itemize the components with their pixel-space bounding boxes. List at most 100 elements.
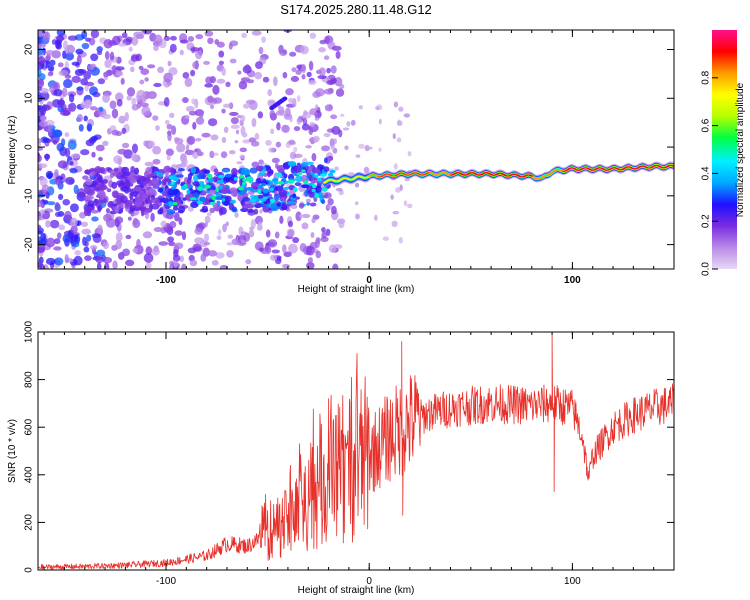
spectrogram-xtick-label: 0 [366, 275, 372, 286]
spectrogram-noise-blob [203, 233, 210, 242]
spectrogram-noise-blob [331, 45, 342, 51]
colorbar-tick-label: 0.6 [701, 118, 712, 132]
spectrogram-noise-blob [310, 232, 315, 238]
spectrogram-noise-blob [392, 133, 396, 140]
spectrogram-band-blob [243, 192, 249, 198]
spectrogram-band-blob [97, 190, 106, 198]
spectrogram-noise-blob [209, 150, 215, 159]
spectrogram-noise-blob [181, 97, 190, 103]
spectrogram-noise-blob [392, 210, 400, 215]
spectrogram-noise-blob [39, 209, 45, 215]
spectrogram-noise-blob [275, 141, 282, 148]
spectrogram-noise-blob [112, 64, 117, 75]
spectrogram-noise-blob [287, 220, 294, 228]
spectrogram-noise-blob [143, 140, 149, 147]
spectrogram-band-blob [314, 185, 322, 193]
spectrogram-noise-blob [163, 72, 173, 83]
spectrogram-noise-blob [350, 119, 356, 126]
spectrogram-noise-blob [49, 59, 56, 66]
spectrogram-noise-blob [85, 37, 91, 42]
spectrogram-noise-blob [152, 145, 162, 155]
spectrogram-noise-blob [226, 242, 234, 246]
spectrogram-noise-blob [290, 75, 300, 82]
spectrogram-noise-blob [265, 139, 272, 147]
spectrogram-noise-blob [301, 222, 309, 230]
spectrogram-noise-blob [139, 79, 145, 85]
spectrogram-ridge-cell [549, 172, 553, 174]
spectrogram-noise-blob [296, 95, 301, 103]
spectrogram-band-blob [143, 192, 149, 199]
spectrogram-noise-blob [104, 59, 112, 68]
spectrogram-band-blob [276, 202, 281, 207]
spectrogram-noise-blob [269, 109, 275, 119]
spectrogram-noise-blob [85, 99, 93, 108]
spectrogram-noise-blob [51, 129, 62, 138]
spectrogram-band-blob [117, 171, 122, 177]
spectrogram-noise-blob [288, 139, 296, 145]
spectrogram-noise-blob [153, 227, 163, 233]
spectrogram-noise-blob [49, 219, 60, 229]
spectrogram-noise-blob [282, 71, 288, 79]
spectrogram-noise-blob [38, 224, 42, 230]
spectrogram-band-blob [240, 199, 245, 206]
spectrogram-noise-blob [208, 250, 218, 257]
spectrogram-noise-blob [115, 66, 125, 71]
spectrogram-noise-blob [308, 79, 317, 85]
spectrogram-noise-blob [70, 153, 81, 159]
spectrogram-noise-blob [254, 71, 263, 80]
spectrogram-core-blob [273, 180, 279, 185]
spectrogram-noise-blob [288, 243, 298, 254]
spectrogram-noise-blob [249, 226, 254, 231]
spectrogram-noise-blob [64, 147, 71, 158]
spectrogram-noise-blob [221, 67, 227, 76]
spectrogram-noise-blob [109, 100, 117, 110]
spectrogram-noise-blob [318, 67, 326, 76]
spectrogram-core-blob [270, 187, 274, 192]
spectrogram-band-blob [128, 177, 137, 184]
spectrogram-band-blob [229, 199, 237, 204]
spectrogram-noise-blob [308, 60, 314, 71]
spectrogram-noise-blob [174, 230, 183, 236]
spectrogram-band-blob [323, 157, 328, 164]
spectrogram-ytick-label: 20 [24, 44, 35, 56]
spectrogram-noise-blob [308, 127, 314, 136]
spectrogram-noise-blob [242, 103, 250, 109]
spectrogram-noise-blob [270, 128, 275, 135]
spectrogram-noise-blob [76, 86, 84, 91]
spectrogram-noise-blob [125, 259, 135, 267]
spectrogram-noise-blob [204, 215, 211, 224]
spectrogram-noise-blob [181, 263, 187, 269]
spectrogram-noise-blob [70, 225, 78, 234]
spectrogram-noise-blob [225, 81, 231, 88]
spectrogram-band-blob [163, 165, 172, 174]
spectrogram-noise-blob [166, 123, 173, 130]
colorbar-gradient [712, 30, 737, 269]
spectrogram-noise-blob [251, 117, 257, 128]
spectrogram-core-blob [307, 182, 315, 186]
spectrogram-noise-blob [231, 238, 240, 246]
spectrogram-noise-blob [113, 155, 123, 164]
spectrogram-noise-blob [47, 65, 55, 72]
spectrogram-core-blob [314, 193, 319, 199]
spectrogram-noise-blob [102, 140, 109, 147]
spectrogram-noise-blob [158, 241, 169, 246]
spectrogram-noise-blob [42, 31, 51, 42]
spectrogram-noise-blob [331, 125, 341, 135]
spectrogram-noise-blob [121, 127, 127, 135]
spectrogram-noise-blob [301, 63, 306, 74]
spectrogram-noise-blob [38, 163, 48, 169]
spectrogram-noise-blob [38, 78, 45, 88]
spectrogram-noise-blob [305, 245, 315, 256]
spectrogram-band-blob [208, 189, 216, 195]
spectrogram-noise-blob [212, 84, 220, 95]
spectrogram-noise-blob [319, 39, 327, 45]
spectrogram-noise-blob [122, 248, 130, 257]
spectrogram-noise-blob [75, 48, 84, 55]
spectrogram-noise-blob [315, 104, 319, 111]
spectrogram-noise-blob [204, 83, 214, 88]
spectrogram-band-blob [216, 200, 221, 207]
spectrogram-band-blob [258, 194, 264, 199]
